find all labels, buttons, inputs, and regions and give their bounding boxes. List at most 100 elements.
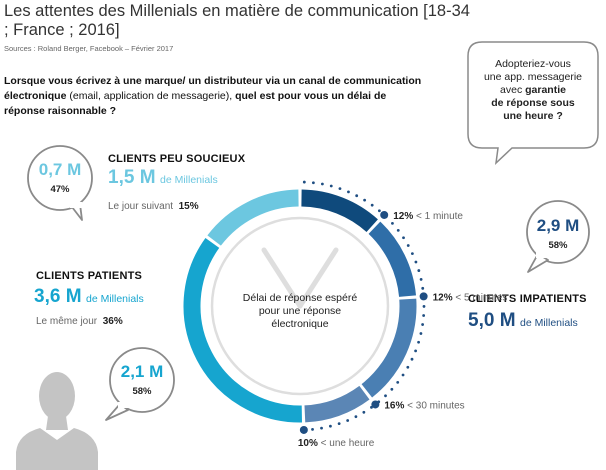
donut-slice-5 [183, 237, 302, 423]
center-label-line-2: pour une réponse [258, 305, 342, 317]
bubble-peu-soucieux-shape [27, 145, 93, 221]
dot-marker [417, 269, 421, 272]
patients-unit: de Millenials [85, 293, 144, 305]
donut-slice-6 [207, 189, 299, 246]
dot-marker [311, 427, 314, 431]
callout-line-2: une app. messagerie [483, 71, 583, 83]
boundary-marker-3 [371, 400, 380, 409]
question-part-3: quel est pour vous un délai de réponse r… [4, 90, 387, 117]
donut-slice-1 [301, 189, 378, 233]
dot-marker [422, 305, 426, 308]
bubble-impatients-pct: 58% [548, 240, 568, 251]
boundary-marker-2 [419, 292, 428, 301]
sources-note: Sources : Roland Berger, Facebook – Févr… [4, 44, 174, 53]
dot-marker [417, 340, 420, 344]
dot-marker [384, 394, 387, 398]
peu-soucieux-title: CLIENTS PEU SOUCIEUX [108, 153, 246, 165]
dot-marker [406, 244, 410, 247]
dot-marker [377, 209, 381, 213]
dot-marker [370, 203, 374, 207]
slice-label-1: 12% < 1 minute [393, 211, 463, 222]
dot-marker [419, 332, 423, 335]
callout-text: Adopteriez-vous une app. messagerie avec… [470, 58, 596, 123]
dot-marker [311, 181, 315, 185]
peu-soucieux-detail: Le jour suivant 15% [108, 201, 199, 212]
bubble-impatients-shape [526, 200, 590, 273]
dot-marker [302, 180, 306, 184]
dot-marker [422, 314, 426, 317]
dot-marker [354, 415, 358, 419]
peu-soucieux-value-row: 1,5 M de Millenials [108, 167, 218, 189]
dot-marker [362, 410, 366, 414]
bubble-peu-soucieux-pct: 47% [50, 184, 70, 195]
callout-line-3-a: avec [500, 84, 523, 96]
callout-line-3-b: garantie [525, 84, 566, 96]
dot-marker [363, 198, 367, 202]
patients-detail: Le même jour 36% [36, 316, 123, 327]
dot-marker [401, 373, 405, 377]
donut-ring [183, 189, 417, 423]
bubble-patients-shape [105, 347, 175, 421]
callout-line-3: avec garantie [470, 84, 596, 97]
dot-marker [337, 422, 341, 426]
dot-marker [347, 190, 350, 194]
peu-soucieux-value: 1,5 M [108, 167, 156, 188]
donut-slice-3 [361, 298, 417, 398]
peu-soucieux-detail-label: Le jour suivant [108, 201, 174, 212]
question-part-2: (email, application de messagerie), [66, 90, 236, 102]
donut-slice-4 [304, 385, 370, 423]
peu-soucieux-unit: de Millenials [159, 174, 218, 186]
dot-marker [410, 252, 414, 255]
dot-marker [421, 286, 425, 290]
patients-value-row: 3,6 M de Millenials [34, 286, 144, 308]
donut-slice-2 [368, 221, 417, 298]
patients-title: CLIENTS PATIENTS [36, 270, 143, 282]
patients-detail-pct: 36% [102, 316, 123, 327]
person-silhouette-icon [16, 372, 98, 470]
callout-line-1: Adopteriez-vous [495, 58, 571, 70]
callout-bubble-shape [467, 41, 599, 165]
dot-marker [355, 194, 359, 198]
impatients-unit: de Millenials [519, 317, 578, 329]
page-title: Les attentes des Millenials en matière d… [4, 2, 470, 39]
dot-marker [391, 221, 394, 225]
callout-line-5: une heure ? [503, 110, 563, 122]
dot-marker [320, 182, 324, 186]
impatients-title: CLIENTS IMPATIENTS [468, 293, 587, 305]
dot-marker [419, 277, 423, 281]
patients-detail-label: Le même jour [36, 316, 98, 327]
dot-marker [338, 187, 342, 191]
dot-marker [414, 260, 418, 264]
dot-marker [414, 349, 418, 353]
boundary-marker-4 [299, 425, 308, 434]
dot-marker [329, 184, 333, 188]
dot-marker [406, 365, 410, 369]
survey-question: Lorsque vous écrivez à une marque/ un di… [4, 74, 424, 119]
question-part-1: Lorsque vous écrivez à une marque/ un di… [4, 75, 422, 102]
callout-line-4: de réponse sous [491, 97, 575, 109]
dot-marker [396, 380, 400, 384]
slice-label-2: 12% < 5 minutes [433, 292, 508, 303]
bubble-impatients-value: 2,9 M [536, 216, 580, 235]
clock-hand-right [297, 247, 339, 309]
patients-value: 3,6 M [34, 286, 82, 307]
impatients-value: 5,0 M [468, 310, 516, 331]
dot-marker [396, 228, 400, 232]
dot-marker [421, 323, 425, 326]
dot-marker [320, 426, 323, 430]
slice-label-4: 10% < une heure [298, 438, 375, 449]
dot-marker [390, 387, 394, 391]
impatients-value-row: 5,0 M de Millenials [468, 310, 578, 332]
dot-marker [329, 424, 332, 428]
clock-hand-left [261, 247, 303, 309]
center-label-line-3: électronique [271, 318, 329, 330]
center-label: Délai de réponse espéré pour une réponse… [226, 292, 374, 331]
bubble-peu-soucieux-value: 0,7 M [38, 160, 82, 179]
dot-marker [346, 419, 350, 422]
dot-marker [402, 236, 405, 240]
bubble-patients-value: 2,1 M [120, 362, 164, 381]
bubble-patients-pct: 58% [132, 386, 152, 397]
boundary-marker-1 [380, 210, 389, 219]
ring-labels: 12% < 1 minute 12% < 5 minutes 16% < 30 mi… [298, 210, 508, 449]
